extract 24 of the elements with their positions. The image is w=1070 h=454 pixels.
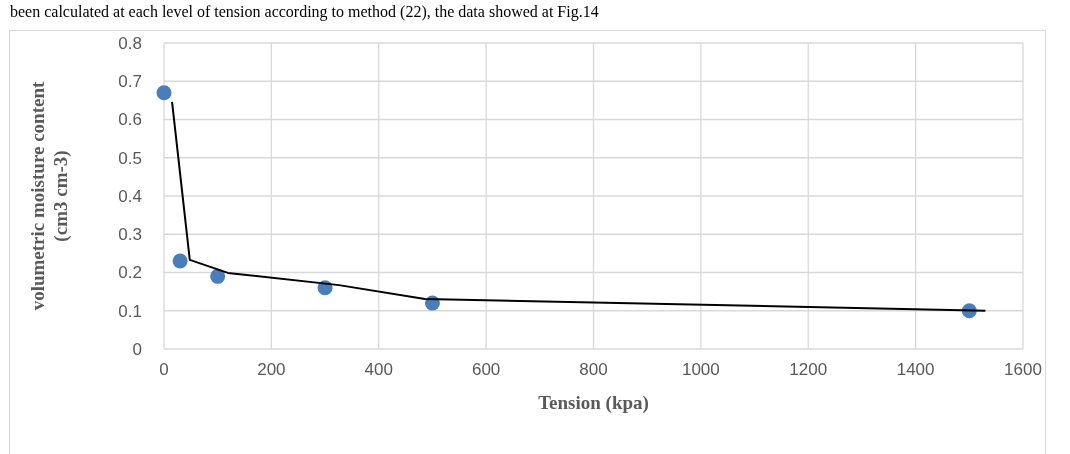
x-tick-label: 1600 bbox=[1004, 360, 1042, 379]
y-tick-label: 0.4 bbox=[118, 186, 142, 206]
y-tick-label: 0.3 bbox=[118, 225, 142, 245]
x-tick-label: 1400 bbox=[896, 360, 935, 379]
y-tick-label: 0.2 bbox=[118, 263, 142, 283]
y-tick-label: 0.1 bbox=[118, 301, 142, 321]
point bbox=[172, 253, 188, 269]
point bbox=[156, 85, 172, 101]
x-tick-label: 1000 bbox=[681, 360, 720, 379]
text: been calculated at each level of tension according to method (22), the data showed at Fig.14 bbox=[10, 3, 599, 21]
y-tick-label: 0 bbox=[132, 339, 142, 359]
x-tick-label: 200 bbox=[257, 360, 286, 379]
x-tick-label: 1200 bbox=[789, 360, 828, 379]
x-tick-label: 600 bbox=[471, 360, 501, 379]
y-tick-label: 0.8 bbox=[118, 33, 142, 53]
point bbox=[210, 268, 226, 284]
y-tick-label: 0.6 bbox=[118, 110, 142, 130]
x-tick-label: 800 bbox=[579, 360, 608, 379]
y-tick-label: 0.5 bbox=[118, 148, 142, 168]
x-tick-label: 400 bbox=[364, 360, 393, 379]
x-tick-label: 0 bbox=[159, 360, 169, 379]
x-axis-title: Tension (kpa) bbox=[538, 392, 649, 414]
y-axis-title: volumetric moisture content (cm3 cm-3) bbox=[27, 81, 72, 311]
y-tick-label: 0.7 bbox=[118, 72, 142, 92]
